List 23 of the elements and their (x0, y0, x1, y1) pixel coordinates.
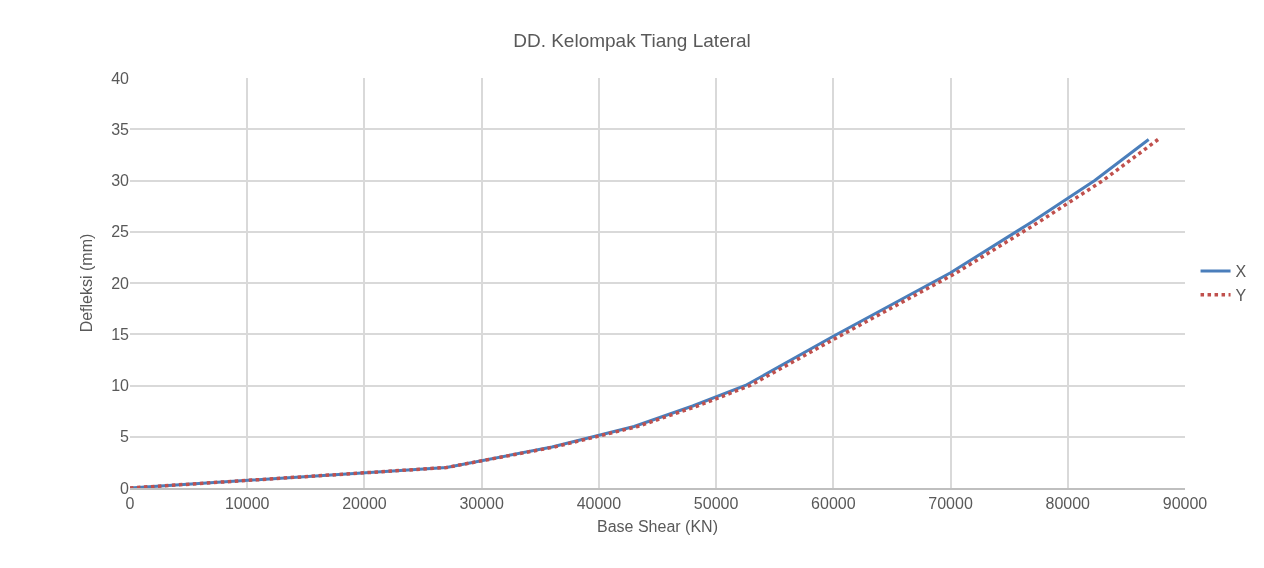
y-tick-label: 25 (111, 223, 130, 241)
y-tick-label: 30 (111, 172, 130, 190)
legend-label: X (1235, 263, 1247, 281)
x-axis-title: Base Shear (KN) (597, 518, 718, 536)
x-tick-label: 80000 (1045, 494, 1091, 512)
x-tick-label: 70000 (928, 494, 973, 512)
chart-title: DD. Kelompak Tiang Lateral (513, 30, 751, 52)
y-tick-label: 35 (111, 120, 130, 138)
x-tick-label: 30000 (459, 494, 505, 512)
y-tick-label: 20 (111, 274, 130, 292)
y-tick-label: 0 (120, 479, 130, 497)
x-tick-label: 60000 (811, 494, 856, 512)
legend-label: Y (1235, 286, 1247, 304)
x-tick-label: 90000 (1162, 494, 1208, 512)
x-tick-label: 40000 (576, 494, 622, 512)
y-tick-label: 15 (111, 325, 130, 343)
y-tick-label: 10 (111, 377, 130, 395)
y-tick-label: 40 (111, 69, 130, 87)
x-tick-label: 50000 (693, 494, 739, 512)
x-tick-label: 20000 (342, 494, 387, 512)
y-tick-label: 5 (120, 428, 130, 446)
x-tick-label: 10000 (224, 494, 270, 512)
y-axis-title: Defleksi (mm) (78, 233, 96, 333)
